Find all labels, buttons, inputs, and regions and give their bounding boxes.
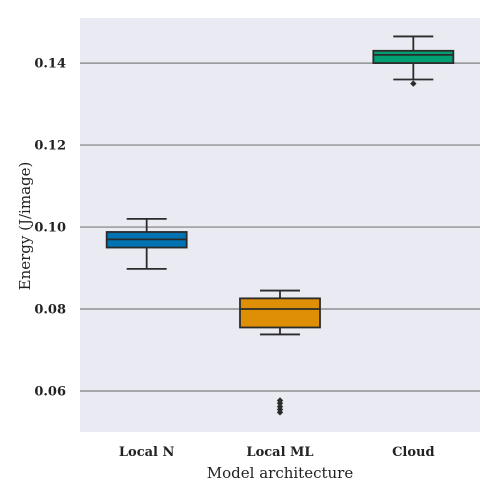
y-tick-label: 0.14 — [34, 57, 66, 72]
x-axis-ticks: Local N Local ML Cloud — [119, 445, 435, 460]
x-tick-label: Local N — [119, 445, 175, 460]
y-tick-label: 0.06 — [34, 385, 66, 400]
boxes — [105, 35, 455, 416]
box-iqr — [239, 297, 321, 329]
y-tick-label: 0.12 — [34, 139, 66, 154]
box-cloud — [372, 35, 455, 87]
x-axis-label: Model architecture — [207, 464, 354, 482]
y-axis-label: Energy (J/image) — [16, 162, 34, 291]
box-local-ml — [239, 289, 321, 416]
y-axis-ticks: 0.06 0.08 0.10 0.12 0.14 — [34, 57, 66, 400]
x-tick-label: Local ML — [246, 445, 313, 460]
outlier-point — [276, 397, 284, 404]
outlier-point — [410, 80, 417, 87]
x-tick-label: Cloud — [392, 445, 435, 460]
y-tick-label: 0.10 — [34, 221, 66, 236]
box-iqr — [372, 49, 455, 64]
outlier-point — [276, 403, 284, 410]
y-tick-label: 0.08 — [34, 303, 66, 318]
box-local-n — [105, 217, 188, 270]
